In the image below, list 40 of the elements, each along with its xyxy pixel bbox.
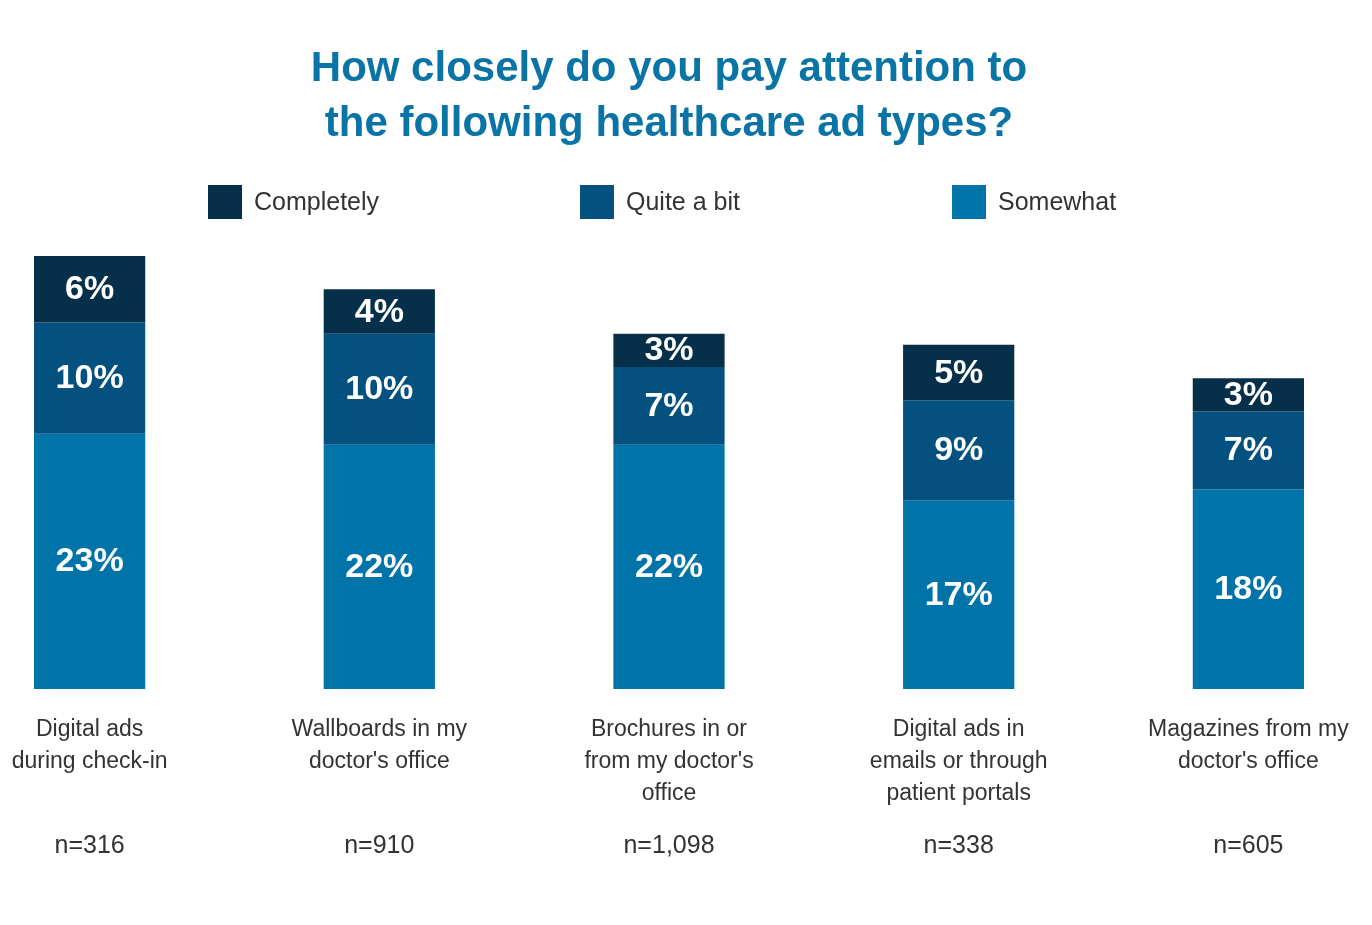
- bar: [323, 444, 435, 689]
- data-label: 5%: [934, 351, 984, 390]
- x-tick-label: Wallboards in my doctor's office: [291, 714, 468, 773]
- bar: [903, 500, 1015, 689]
- legend-label: Quite a bit: [626, 187, 741, 215]
- text: n=338: [923, 830, 994, 858]
- bar: [1192, 489, 1304, 689]
- text: n=1,098: [623, 830, 715, 858]
- legend-label: Somewhat: [998, 187, 1117, 215]
- bar: [1192, 411, 1304, 490]
- bar: [903, 400, 1015, 501]
- x-tick-label: Brochures in or from my doctor's office: [584, 714, 754, 805]
- data-label: 3%: [1223, 373, 1273, 412]
- text: n=910: [344, 830, 415, 858]
- data-label: 23%: [55, 540, 124, 579]
- data-label: 4%: [354, 290, 404, 329]
- data-label: 22%: [634, 545, 704, 584]
- data-label: 17%: [924, 573, 993, 612]
- data-label: 3%: [644, 329, 694, 368]
- data-label: 7%: [644, 384, 694, 423]
- bar: [34, 256, 146, 323]
- data-label: 18%: [1214, 568, 1283, 607]
- data-label: 6%: [65, 268, 115, 307]
- bar: [34, 433, 146, 689]
- x-tick-label: Magazines from my doctor's office: [1148, 714, 1350, 773]
- x-tick-label: Digital ads in emails or through patient portals: [869, 714, 1048, 805]
- text: n=316: [54, 830, 125, 858]
- legend-label: Completely: [254, 187, 380, 215]
- data-label: 9%: [934, 429, 984, 468]
- chart-title: How closely do you pay attention to the following healthcare ad types?: [310, 43, 1028, 145]
- bar: [34, 322, 146, 434]
- bar: [613, 367, 725, 445]
- data-label: 7%: [1223, 429, 1273, 468]
- bar: [613, 444, 725, 689]
- data-label: 10%: [345, 368, 414, 407]
- data-label: 10%: [55, 357, 124, 396]
- bar: [323, 333, 435, 445]
- data-label: 22%: [345, 545, 414, 584]
- text: n=605: [1213, 830, 1284, 858]
- x-tick-label: Digital ads during check-in: [11, 714, 168, 773]
